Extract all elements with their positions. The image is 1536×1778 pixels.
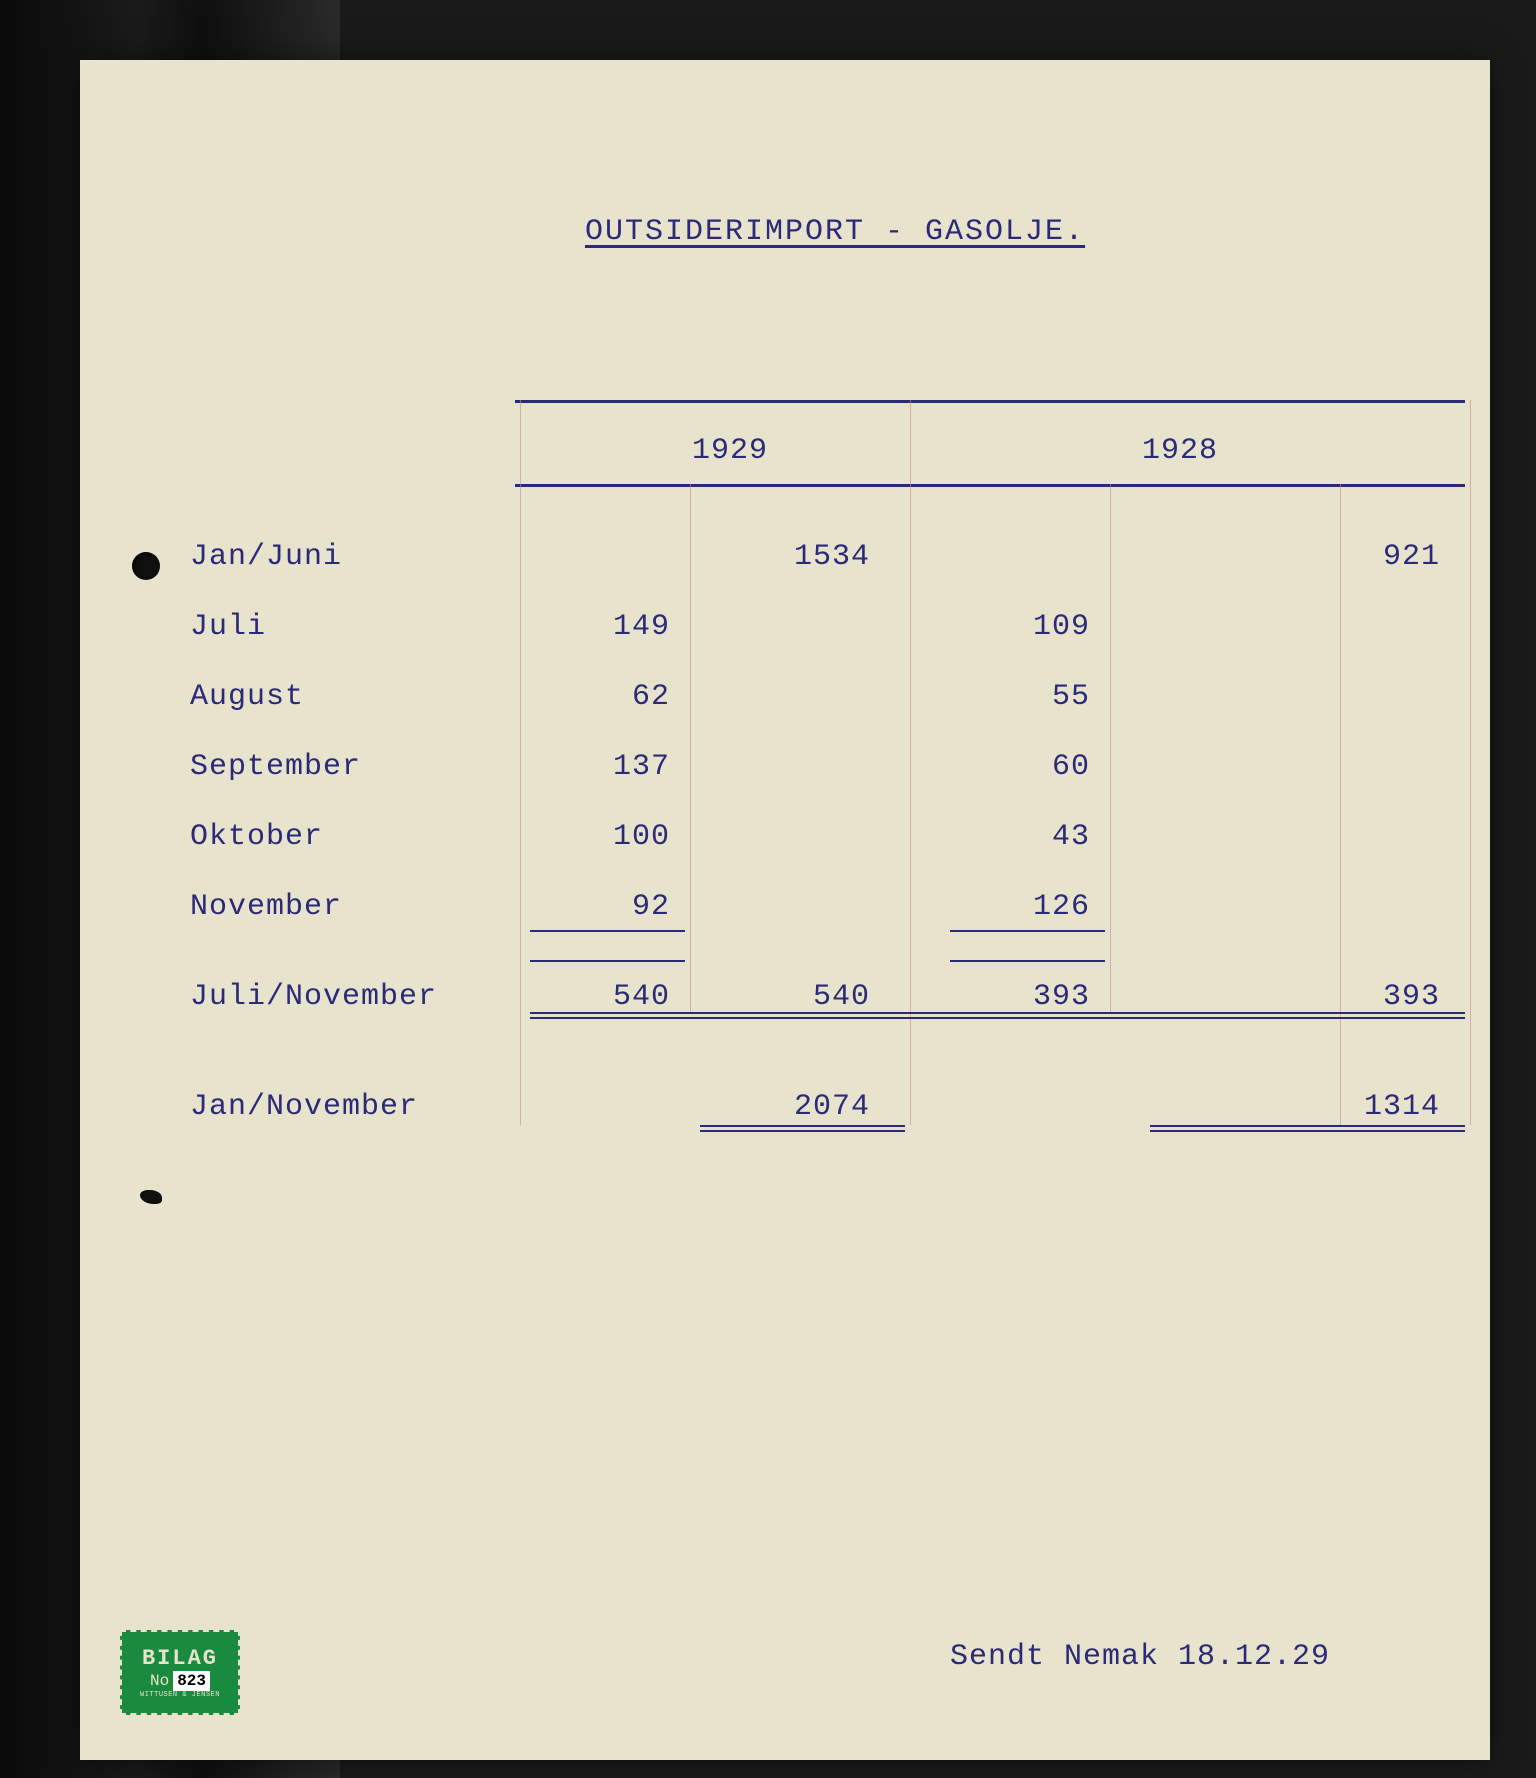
- document-paper: OUTSIDERIMPORT - GASOLJE. 1929 1928 Jan/…: [80, 60, 1490, 1760]
- cell-value: 109: [1000, 610, 1090, 644]
- cell-value: 1534: [780, 540, 870, 574]
- column-rule: [1110, 484, 1111, 1012]
- bilag-stamp: BILAG No 823 WITTUSEN & JENSEN: [120, 1630, 240, 1715]
- cell-value: 393: [1350, 980, 1440, 1014]
- year-header: 1929: [690, 434, 770, 468]
- cell-value: 55: [1000, 680, 1090, 714]
- subtotal-rule: [950, 960, 1105, 962]
- cell-value: 1314: [1350, 1090, 1440, 1124]
- footer-note: Sendt Nemak 18.12.29: [950, 1640, 1330, 1674]
- row-label: September: [190, 750, 361, 784]
- row-label: Oktober: [190, 820, 323, 854]
- cell-value: 2074: [780, 1090, 870, 1124]
- cell-value: 921: [1350, 540, 1440, 574]
- header-rule-top: [515, 400, 1465, 403]
- punch-hole: [132, 552, 160, 580]
- subtotal-rule: [950, 930, 1105, 932]
- paper-tear: [140, 1190, 162, 1204]
- cell-value: 137: [580, 750, 670, 784]
- grand-total-rule: [1150, 1125, 1465, 1133]
- subtotal-rule: [530, 960, 685, 962]
- row-label: August: [190, 680, 304, 714]
- cell-value: 149: [580, 610, 670, 644]
- row-label: November: [190, 890, 342, 924]
- column-rule: [1470, 400, 1471, 1125]
- grand-total-rule: [700, 1125, 905, 1133]
- column-rule: [690, 484, 691, 1012]
- header-rule-bottom: [515, 484, 1465, 487]
- row-label: Jan/Juni: [190, 540, 342, 574]
- year-header: 1928: [1140, 434, 1220, 468]
- cell-value: 92: [580, 890, 670, 924]
- stamp-prefix: No: [150, 1672, 169, 1690]
- cell-value: 126: [1000, 890, 1090, 924]
- stamp-number: 823: [173, 1671, 210, 1691]
- cell-value: 540: [580, 980, 670, 1014]
- row-label: Jan/November: [190, 1090, 418, 1124]
- column-rule: [520, 400, 521, 1125]
- cell-value: 540: [780, 980, 870, 1014]
- subtotal-rule: [530, 930, 685, 932]
- column-rule: [1340, 484, 1341, 1125]
- stamp-maker: WITTUSEN & JENSEN: [140, 1691, 220, 1699]
- stamp-label: BILAG: [142, 1646, 218, 1671]
- total-rule: [530, 1012, 1465, 1020]
- stamp-number-row: No 823: [150, 1671, 210, 1691]
- row-label: Juli/November: [190, 980, 437, 1014]
- document-title: OUTSIDERIMPORT - GASOLJE.: [585, 215, 1085, 249]
- cell-value: 100: [580, 820, 670, 854]
- cell-value: 393: [1000, 980, 1090, 1014]
- cell-value: 62: [580, 680, 670, 714]
- cell-value: 60: [1000, 750, 1090, 784]
- row-label: Juli: [190, 610, 266, 644]
- cell-value: 43: [1000, 820, 1090, 854]
